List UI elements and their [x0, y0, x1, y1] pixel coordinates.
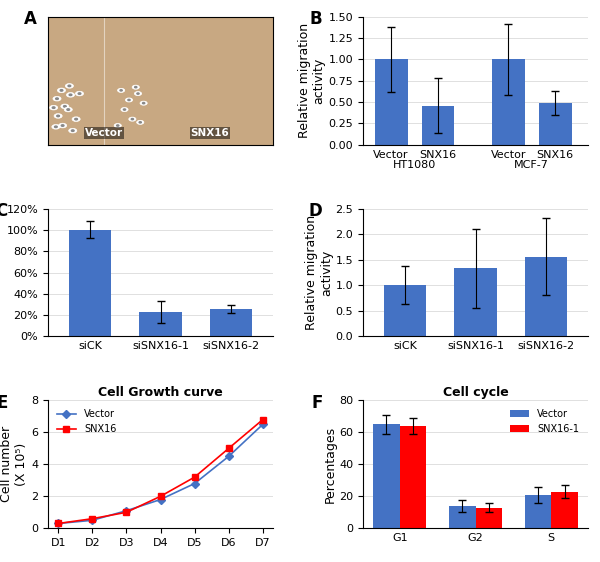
Y-axis label: Relative migration
activity: Relative migration activity — [305, 215, 333, 330]
Circle shape — [118, 88, 125, 92]
Line: Vector: Vector — [55, 422, 266, 526]
Bar — [384, 285, 426, 337]
Bar — [375, 60, 407, 144]
Vector — [55, 520, 62, 527]
Circle shape — [61, 104, 69, 108]
Text: SNX16: SNX16 — [191, 128, 229, 138]
Circle shape — [137, 120, 144, 124]
Circle shape — [78, 93, 81, 94]
Circle shape — [128, 99, 130, 101]
Circle shape — [134, 92, 142, 96]
SNX16 — [89, 515, 96, 522]
Vector — [191, 480, 198, 487]
Circle shape — [120, 90, 122, 91]
Circle shape — [64, 107, 73, 112]
Circle shape — [61, 125, 64, 126]
SNX16 — [55, 520, 62, 527]
Circle shape — [65, 84, 73, 88]
Circle shape — [72, 117, 80, 121]
Bar — [551, 492, 578, 528]
Circle shape — [58, 88, 65, 93]
Text: D: D — [309, 202, 323, 220]
Legend: Vector, SNX16-1: Vector, SNX16-1 — [506, 405, 583, 438]
Bar — [373, 424, 400, 528]
Circle shape — [68, 85, 71, 87]
Circle shape — [75, 119, 77, 120]
Vector — [157, 496, 164, 503]
Title: Cell cycle: Cell cycle — [443, 386, 508, 399]
Circle shape — [67, 109, 70, 110]
Bar — [476, 507, 502, 528]
Text: B: B — [310, 11, 323, 29]
Circle shape — [114, 124, 121, 128]
Circle shape — [116, 125, 119, 126]
Bar — [492, 60, 525, 144]
Circle shape — [71, 130, 74, 132]
Y-axis label: Percentages: Percentages — [323, 426, 337, 503]
Circle shape — [55, 126, 57, 128]
Bar — [525, 495, 551, 528]
Y-axis label: Relative migration
activity: Relative migration activity — [298, 23, 326, 138]
Circle shape — [68, 128, 77, 133]
Vector — [225, 453, 232, 460]
Text: MCF-7: MCF-7 — [514, 160, 549, 170]
Circle shape — [54, 114, 62, 118]
Bar — [139, 312, 182, 337]
Text: HT1080: HT1080 — [393, 160, 436, 170]
SNX16 — [123, 509, 130, 516]
Vector — [89, 517, 96, 524]
Circle shape — [129, 117, 136, 121]
Bar — [69, 230, 111, 337]
Vector — [123, 507, 130, 514]
Circle shape — [59, 123, 67, 128]
Text: A: A — [24, 11, 37, 29]
Circle shape — [69, 94, 72, 96]
Circle shape — [52, 107, 55, 108]
Circle shape — [52, 125, 60, 129]
Vector — [259, 421, 266, 428]
Circle shape — [132, 85, 139, 89]
Circle shape — [57, 115, 59, 117]
Bar — [454, 269, 497, 337]
Circle shape — [140, 101, 147, 105]
Circle shape — [125, 98, 133, 102]
Bar — [525, 257, 567, 337]
SNX16 — [191, 474, 198, 481]
Circle shape — [76, 91, 83, 96]
Y-axis label: Cell number
(X 10⁵): Cell number (X 10⁵) — [1, 427, 28, 502]
SNX16 — [225, 445, 232, 452]
Text: E: E — [0, 394, 7, 412]
Circle shape — [56, 98, 58, 99]
Text: F: F — [311, 394, 323, 412]
Circle shape — [67, 93, 74, 97]
Circle shape — [121, 107, 128, 112]
Circle shape — [53, 97, 61, 101]
Circle shape — [124, 109, 125, 110]
Circle shape — [60, 89, 63, 91]
Text: Vector: Vector — [85, 128, 124, 138]
Bar — [422, 106, 454, 144]
Line: SNX16: SNX16 — [55, 417, 266, 526]
Circle shape — [139, 122, 142, 123]
Bar — [400, 426, 426, 528]
Title: Cell Growth curve: Cell Growth curve — [98, 386, 223, 399]
Bar — [210, 309, 252, 337]
Bar — [449, 506, 476, 528]
Circle shape — [143, 102, 145, 104]
Circle shape — [64, 106, 66, 107]
Y-axis label: SNX16 mRNA level: SNX16 mRNA level — [0, 214, 4, 332]
Circle shape — [134, 87, 137, 88]
Text: C: C — [0, 202, 7, 220]
Bar — [539, 103, 572, 144]
Circle shape — [50, 105, 58, 110]
Circle shape — [137, 93, 139, 94]
SNX16 — [157, 493, 164, 500]
Circle shape — [131, 119, 133, 120]
Legend: Vector, SNX16: Vector, SNX16 — [53, 405, 120, 438]
SNX16 — [259, 416, 266, 423]
